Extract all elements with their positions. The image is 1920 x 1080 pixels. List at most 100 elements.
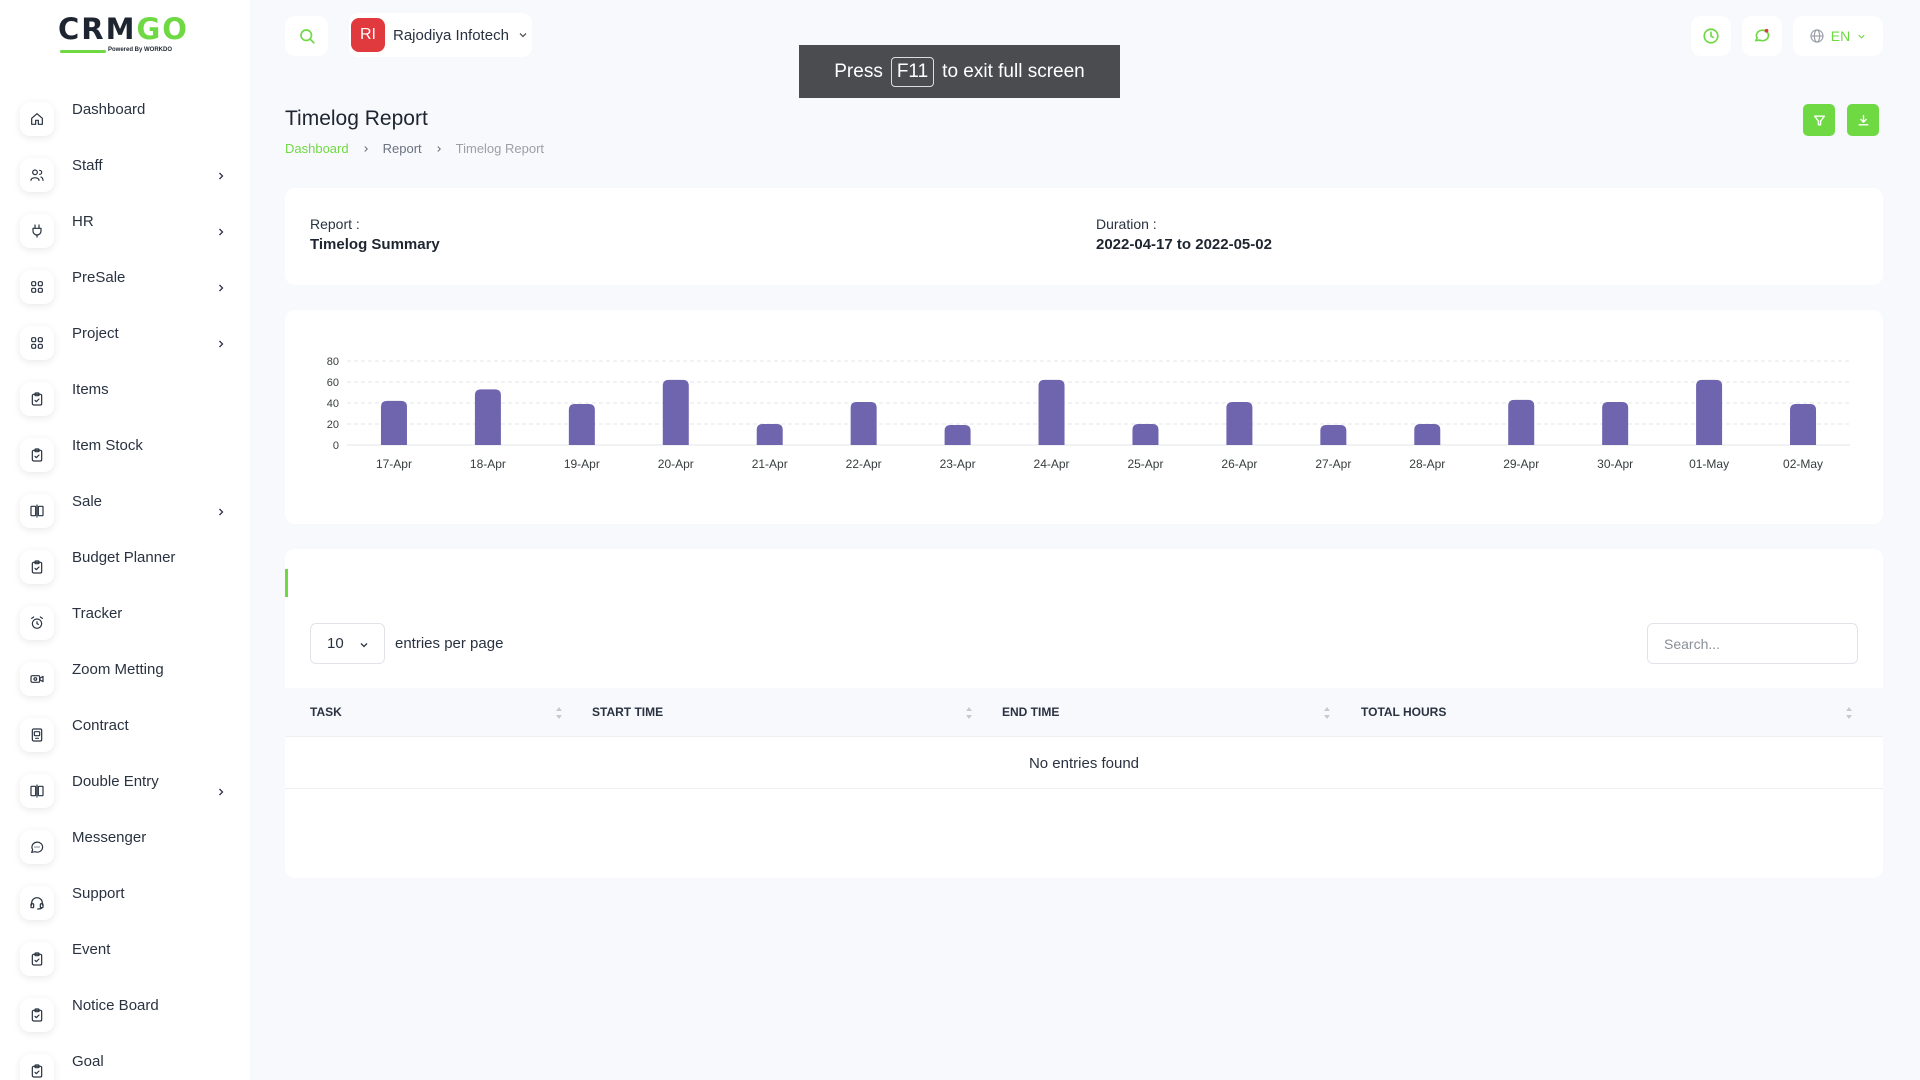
logo-powered-by: Powered By WORKDO: [108, 47, 173, 53]
language-selector[interactable]: EN: [1793, 16, 1883, 56]
sidebar-item-messenger[interactable]: Messenger: [20, 826, 235, 882]
clipboard-icon: [20, 438, 54, 472]
sidebar-item-notice-board[interactable]: Notice Board: [20, 994, 235, 1050]
fullscreen-notice: Press F11 to exit full screen: [799, 45, 1120, 98]
x-tick-label: 26-Apr: [1221, 457, 1257, 471]
column-header-task[interactable]: TASK: [310, 705, 342, 719]
page-title: Timelog Report: [285, 107, 428, 130]
sidebar-item-event[interactable]: Event: [20, 938, 235, 994]
timer-button[interactable]: [1691, 16, 1731, 56]
x-tick-label: 18-Apr: [470, 457, 506, 471]
sidebar-item-dashboard[interactable]: Dashboard: [20, 98, 235, 154]
messages-button[interactable]: [1742, 16, 1782, 56]
column-header-end-time[interactable]: END TIME: [1002, 705, 1060, 719]
sidebar-item-presale[interactable]: PreSale: [20, 266, 235, 322]
sidebar-item-label: Project: [72, 325, 119, 342]
report-label: Report :: [310, 216, 360, 232]
column-header-start-time[interactable]: START TIME: [592, 705, 664, 719]
sidebar-item-project[interactable]: Project: [20, 322, 235, 378]
column-header-total-hours[interactable]: TOTAL HOURS: [1361, 705, 1447, 719]
sidebar-item-items[interactable]: Items: [20, 378, 235, 434]
fullscreen-hint: to exit full screen: [942, 60, 1085, 82]
search-button[interactable]: [285, 16, 328, 56]
x-tick-label: 01-May: [1689, 457, 1729, 471]
sort-icon[interactable]: [1323, 706, 1331, 720]
sidebar-item-label: Tracker: [72, 605, 123, 622]
filter-button[interactable]: [1803, 104, 1835, 136]
chevron-right-icon: [219, 788, 224, 796]
x-tick-label: 23-Apr: [940, 457, 976, 471]
empty-table-message: No entries found: [285, 738, 1883, 789]
clipboard-icon: [20, 998, 54, 1032]
table-search-input[interactable]: [1647, 623, 1858, 664]
sidebar-item-sale[interactable]: Sale: [20, 490, 235, 546]
workspace-name: Rajodiya Infotech: [393, 26, 509, 44]
headset-icon: [20, 886, 54, 920]
chart-bar: [1132, 424, 1159, 445]
chart-bar: [1226, 401, 1253, 445]
sort-icon[interactable]: [1845, 706, 1853, 720]
sidebar-item-label: Goal: [72, 1053, 104, 1070]
sidebar-item-goal[interactable]: Goal: [20, 1050, 235, 1080]
sidebar-item-label: PreSale: [72, 269, 126, 286]
sidebar-item-item-stock[interactable]: Item Stock: [20, 434, 235, 490]
logo[interactable]: CRMGO Powered By WORKDO: [58, 14, 198, 56]
message-icon: [20, 830, 54, 864]
sidebar-item-hr[interactable]: HR: [20, 210, 235, 266]
report-summary-card: Report : Timelog Summary Duration : 2022…: [285, 188, 1883, 285]
entries-per-page-label: entries per page: [395, 635, 504, 652]
y-tick-label: 60: [327, 377, 339, 389]
x-tick-label: 28-Apr: [1409, 457, 1445, 471]
chevron-right-icon: [219, 284, 224, 292]
chart-bar: [568, 404, 595, 445]
logo-text: CRMGO: [58, 12, 189, 46]
chevron-down-icon: [360, 643, 368, 648]
breadcrumb-report[interactable]: Report: [382, 141, 422, 156]
workspace-avatar: RI: [351, 18, 385, 52]
clipboard-icon: [20, 1054, 54, 1080]
x-tick-label: 22-Apr: [846, 457, 882, 471]
breadcrumb: Dashboard Report Timelog Report: [285, 141, 544, 156]
x-tick-label: 19-Apr: [564, 457, 600, 471]
breadcrumb-current: Timelog Report: [455, 141, 545, 156]
sidebar-item-label: Double Entry: [72, 773, 159, 790]
breadcrumb-dashboard[interactable]: Dashboard: [285, 141, 349, 156]
video-icon: [20, 662, 54, 696]
chevron-right-icon: [219, 172, 224, 180]
sort-icon[interactable]: [965, 706, 973, 720]
sidebar-item-label: Zoom Metting: [72, 661, 164, 678]
columns-icon: [20, 494, 54, 528]
grid-icon: [20, 270, 54, 304]
sidebar-item-label: Budget Planner: [72, 549, 176, 566]
grid-icon: [20, 326, 54, 360]
sidebar-nav: Dashboard Staff HR PreSale Project Items Item …: [20, 98, 235, 1080]
x-tick-label: 25-Apr: [1127, 457, 1163, 471]
chevron-right-icon: [219, 340, 224, 348]
download-button[interactable]: [1847, 104, 1879, 136]
sidebar-item-double-entry[interactable]: Double Entry: [20, 770, 235, 826]
entries-per-page-select[interactable]: 10: [310, 623, 385, 664]
y-tick-label: 0: [333, 440, 339, 452]
filter-icon: [1813, 114, 1825, 126]
search-icon: [299, 29, 315, 44]
y-tick-label: 80: [327, 356, 339, 368]
workspace-switcher[interactable]: RI Rajodiya Infotech: [349, 13, 532, 57]
sidebar-item-staff[interactable]: Staff: [20, 154, 235, 210]
sidebar-item-label: Contract: [72, 717, 129, 734]
sidebar-item-label: Notice Board: [72, 997, 159, 1014]
timelog-chart-card: 0 20 40 60 80 17-Apr 18-Apr 19-Apr 20-Apr 21-Apr 2…: [285, 310, 1883, 524]
sidebar-item-label: Sale: [72, 493, 103, 510]
sidebar-item-tracker[interactable]: Tracker: [20, 602, 235, 658]
sort-icon[interactable]: [555, 706, 563, 720]
sidebar-item-contract[interactable]: Contract: [20, 714, 235, 770]
chart-bar: [1696, 379, 1723, 445]
columns-icon: [20, 774, 54, 808]
sidebar-item-label: Messenger: [72, 829, 147, 846]
sidebar-item-zoom-metting[interactable]: Zoom Metting: [20, 658, 235, 714]
sidebar-item-label: Item Stock: [72, 437, 143, 454]
duration-label: Duration :: [1096, 216, 1157, 232]
device-icon: [20, 718, 54, 752]
sidebar-item-budget-planner[interactable]: Budget Planner: [20, 546, 235, 602]
clock-icon: [1703, 28, 1719, 44]
sidebar-item-support[interactable]: Support: [20, 882, 235, 938]
